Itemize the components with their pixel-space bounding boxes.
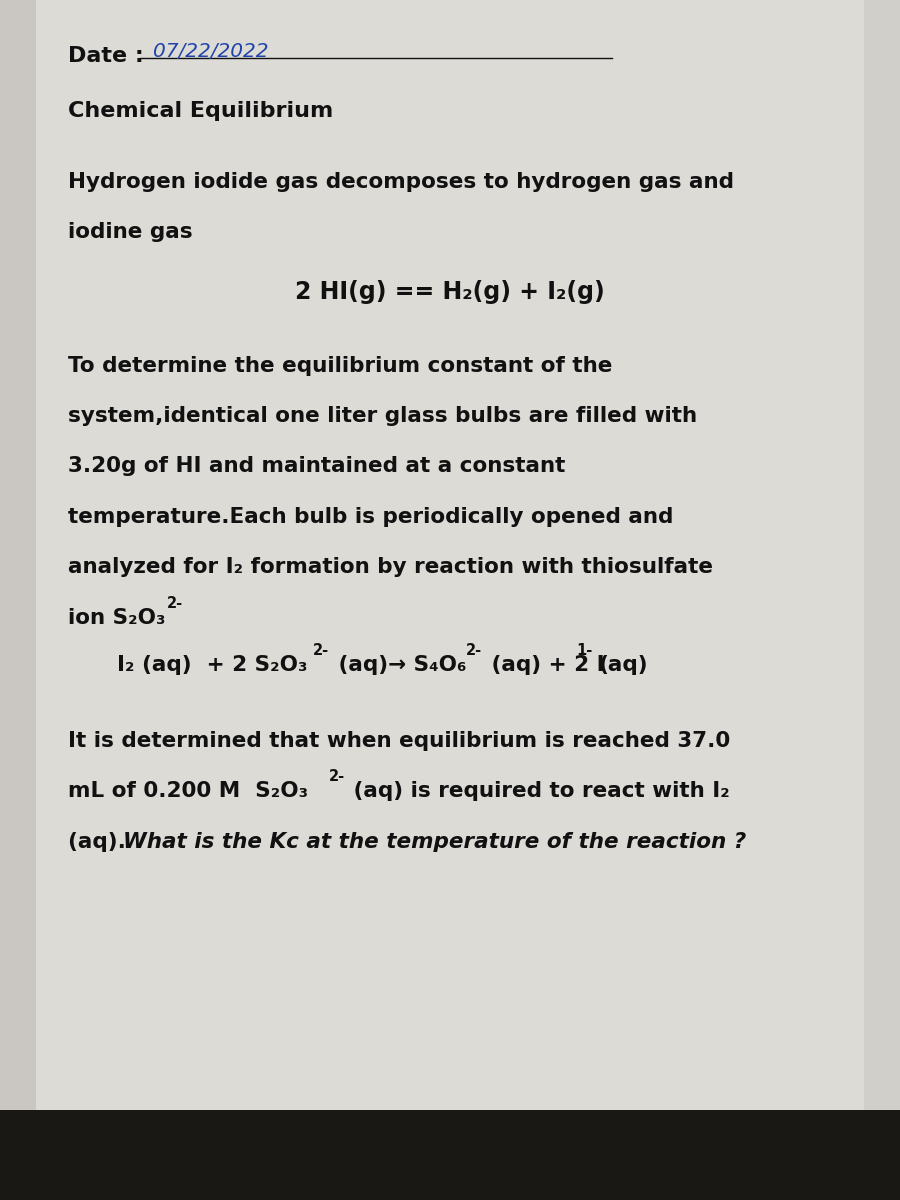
Text: 2-: 2- (166, 595, 183, 611)
Text: Date :: Date : (68, 46, 143, 66)
Bar (864, 0, 900, 1110)
Text: analyzed for I₂ formation by reaction with thiosulfate: analyzed for I₂ formation by reaction wi… (68, 557, 713, 577)
Text: 3.20g of HI and maintained at a constant: 3.20g of HI and maintained at a constant (68, 456, 565, 476)
Text: ion S₂O₃: ion S₂O₃ (68, 607, 165, 628)
Text: iodine gas: iodine gas (68, 222, 192, 242)
Text: temperature.Each bulb is periodically opened and: temperature.Each bulb is periodically op… (68, 506, 673, 527)
Text: (aq): (aq) (598, 655, 648, 676)
Text: What is the Kc at the temperature of the reaction ?: What is the Kc at the temperature of the… (123, 832, 746, 852)
Text: (aq).: (aq). (68, 832, 133, 852)
Text: 2-: 2- (466, 643, 482, 659)
Text: 07/22/2022: 07/22/2022 (153, 42, 268, 61)
Text: Chemical Equilibrium: Chemical Equilibrium (68, 101, 333, 121)
Text: I₂ (aq)  + 2 S₂O₃: I₂ (aq) + 2 S₂O₃ (117, 655, 308, 676)
Text: To determine the equilibrium constant of the: To determine the equilibrium constant of… (68, 355, 612, 376)
Text: 1-: 1- (576, 643, 592, 659)
Text: mL of 0.200 M  S₂O₃: mL of 0.200 M S₂O₃ (68, 781, 308, 802)
Text: (aq)→ S₄O₆: (aq)→ S₄O₆ (331, 655, 467, 676)
Text: 2-: 2- (328, 769, 345, 785)
Text: 2 HI(g) == H₂(g) + I₂(g): 2 HI(g) == H₂(g) + I₂(g) (295, 280, 605, 304)
Text: (aq) + 2 I: (aq) + 2 I (484, 655, 605, 676)
Bar (0, 0, 36, 1110)
Text: system,identical one liter glass bulbs are filled with: system,identical one liter glass bulbs a… (68, 406, 697, 426)
Text: (aq) is required to react with I₂: (aq) is required to react with I₂ (346, 781, 730, 802)
Bar (0, 1110, 900, 1200)
Text: It is determined that when equilibrium is reached 37.0: It is determined that when equilibrium i… (68, 731, 730, 751)
Text: Hydrogen iodide gas decomposes to hydrogen gas and: Hydrogen iodide gas decomposes to hydrog… (68, 172, 734, 192)
Text: 2-: 2- (313, 643, 329, 659)
